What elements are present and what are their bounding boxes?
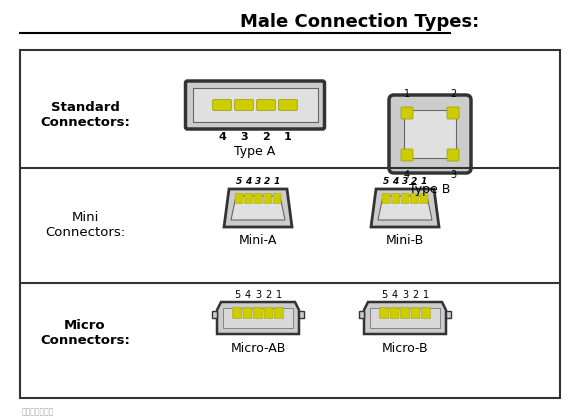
Text: Micro-AB: Micro-AB: [231, 342, 286, 354]
FancyBboxPatch shape: [232, 308, 242, 319]
FancyBboxPatch shape: [420, 194, 428, 204]
Bar: [404, 110, 456, 158]
Text: 1: 1: [274, 178, 280, 186]
Text: Type B: Type B: [409, 184, 451, 196]
Text: 2: 2: [266, 290, 271, 300]
Text: 5: 5: [234, 290, 240, 300]
Polygon shape: [224, 189, 292, 227]
Bar: [212, 311, 217, 318]
Text: Micro
Connectors:: Micro Connectors:: [40, 319, 130, 347]
Text: 3: 3: [255, 290, 261, 300]
FancyBboxPatch shape: [382, 194, 390, 204]
Bar: [299, 311, 304, 318]
FancyBboxPatch shape: [447, 107, 459, 119]
Text: 4: 4: [244, 290, 251, 300]
FancyBboxPatch shape: [411, 308, 420, 319]
Polygon shape: [217, 302, 299, 334]
Text: 2: 2: [411, 178, 417, 186]
Text: Micro-B: Micro-B: [382, 342, 428, 354]
Text: 2: 2: [264, 178, 271, 186]
FancyBboxPatch shape: [401, 194, 409, 204]
Text: 2: 2: [262, 132, 270, 142]
FancyBboxPatch shape: [421, 308, 431, 319]
Text: 4: 4: [392, 178, 398, 186]
Bar: [446, 311, 451, 318]
Text: Mini
Connectors:: Mini Connectors:: [45, 211, 125, 239]
FancyBboxPatch shape: [256, 99, 275, 110]
Text: 3: 3: [402, 178, 408, 186]
FancyBboxPatch shape: [243, 308, 252, 319]
FancyBboxPatch shape: [244, 194, 252, 204]
Text: 2: 2: [450, 89, 456, 99]
FancyBboxPatch shape: [278, 99, 297, 110]
Text: Male Connection Types:: Male Connection Types:: [240, 13, 479, 31]
Text: 1: 1: [404, 89, 410, 99]
Polygon shape: [231, 196, 285, 220]
Text: 图片来自互联网: 图片来自互联网: [22, 408, 55, 416]
FancyBboxPatch shape: [392, 194, 400, 204]
Text: 4: 4: [392, 290, 397, 300]
FancyBboxPatch shape: [401, 107, 413, 119]
Bar: [359, 311, 364, 318]
FancyBboxPatch shape: [274, 308, 283, 319]
Text: 3: 3: [240, 132, 248, 142]
FancyBboxPatch shape: [380, 308, 389, 319]
FancyBboxPatch shape: [389, 95, 471, 173]
FancyBboxPatch shape: [401, 149, 413, 161]
FancyBboxPatch shape: [254, 308, 263, 319]
FancyBboxPatch shape: [390, 308, 399, 319]
Text: 2: 2: [412, 290, 419, 300]
FancyBboxPatch shape: [411, 194, 419, 204]
Text: 4: 4: [246, 178, 252, 186]
Polygon shape: [364, 302, 446, 334]
Bar: [370, 308, 440, 328]
FancyBboxPatch shape: [254, 194, 262, 204]
Text: 3: 3: [450, 170, 456, 180]
Text: Standard
Connectors:: Standard Connectors:: [40, 101, 130, 129]
FancyBboxPatch shape: [447, 149, 459, 161]
FancyBboxPatch shape: [264, 308, 273, 319]
Text: 1: 1: [423, 290, 429, 300]
Text: Mini-A: Mini-A: [239, 234, 277, 247]
Text: 1: 1: [276, 290, 282, 300]
FancyBboxPatch shape: [193, 88, 317, 122]
Bar: [20, 50, 560, 398]
FancyBboxPatch shape: [235, 194, 243, 204]
FancyBboxPatch shape: [213, 99, 232, 110]
Bar: [223, 308, 293, 328]
Text: Type A: Type A: [235, 145, 275, 158]
Polygon shape: [371, 189, 439, 227]
Text: Mini-B: Mini-B: [386, 234, 424, 247]
Text: 3: 3: [402, 290, 408, 300]
Text: 5: 5: [381, 290, 387, 300]
FancyBboxPatch shape: [401, 308, 409, 319]
FancyBboxPatch shape: [263, 194, 271, 204]
Text: 5: 5: [236, 178, 242, 186]
FancyBboxPatch shape: [235, 99, 254, 110]
Text: 4: 4: [404, 170, 410, 180]
Text: 5: 5: [383, 178, 389, 186]
Text: 4: 4: [218, 132, 226, 142]
Text: 1: 1: [284, 132, 292, 142]
FancyBboxPatch shape: [273, 194, 281, 204]
Text: 1: 1: [421, 178, 427, 186]
Text: 3: 3: [255, 178, 261, 186]
Polygon shape: [378, 196, 432, 220]
FancyBboxPatch shape: [186, 81, 324, 129]
